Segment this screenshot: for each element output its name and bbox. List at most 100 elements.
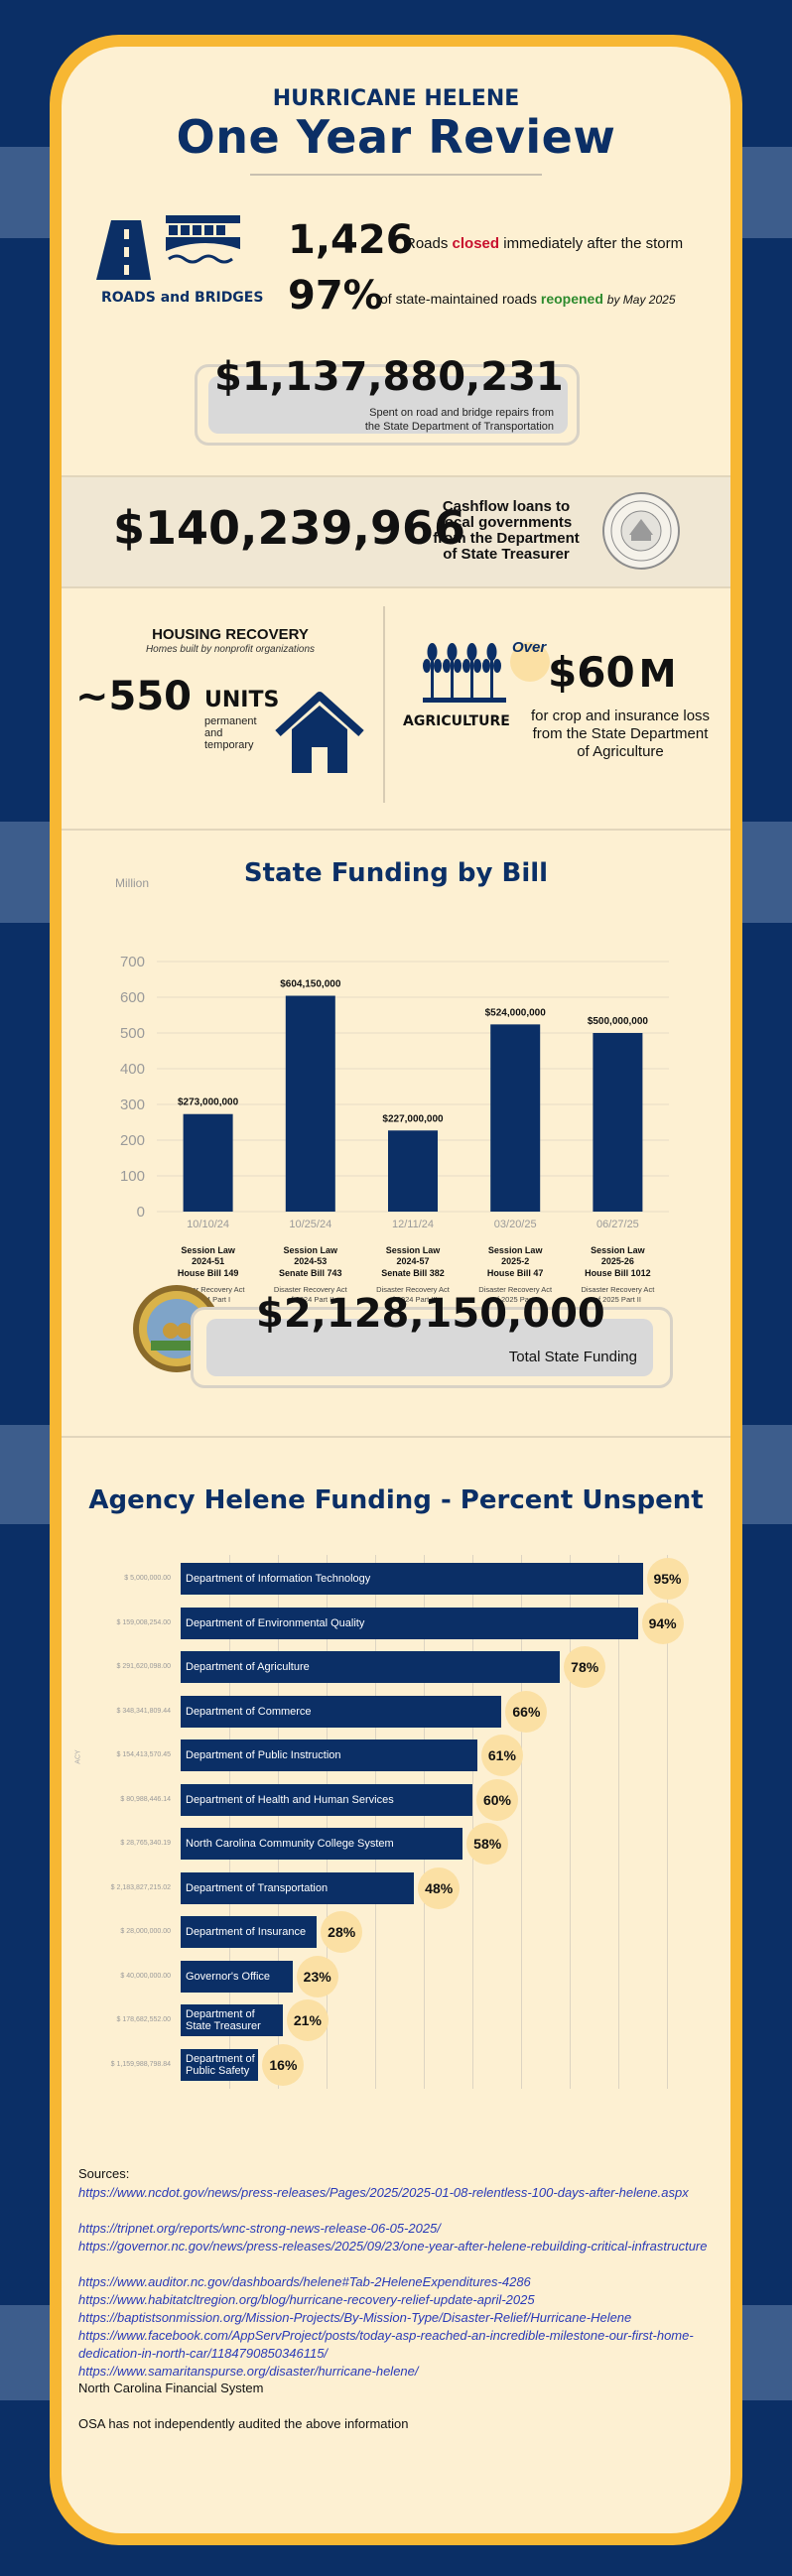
- reopened-pct: 97%: [288, 273, 383, 319]
- agency-bar: Department of Insurance: [181, 1916, 318, 1948]
- agency-bar: Department of Transportation: [181, 1871, 415, 1904]
- housing-desc: permanent and temporary: [204, 715, 257, 751]
- agency-bar: Department of Health and Human Services: [181, 1783, 472, 1816]
- bar-value-label: $273,000,000: [178, 1097, 239, 1108]
- treasurer-caption: Cashflow loans to local governments from…: [417, 499, 595, 563]
- session-law-number: 2024-53: [294, 1256, 327, 1266]
- treasurer-amount: $140,239,966: [113, 501, 466, 555]
- session-law-label: Session Law: [488, 1245, 544, 1255]
- act-label: of 2024 Part II: [287, 1295, 333, 1304]
- infographic-inner: HURRICANE HELENE One Year Review ROADS a…: [62, 47, 730, 2533]
- session-law-label: Session Law: [181, 1245, 236, 1255]
- agri-caption: for crop and insurance loss from the Sta…: [518, 708, 723, 761]
- y-tick-label: 200: [120, 1132, 145, 1149]
- percent-label: 61%: [480, 1735, 523, 1776]
- housing-units: UNITS: [204, 688, 280, 712]
- agri-amount-wrap: $60 M: [548, 648, 677, 697]
- session-law-label: Session Law: [386, 1245, 442, 1255]
- housing-title: HOUSING RECOVERY: [152, 626, 309, 643]
- bill-label: Senate Bill 382: [381, 1268, 445, 1278]
- bar: [183, 1113, 233, 1212]
- agency-amount: $ 80,988,446.14: [120, 1795, 171, 1803]
- y-tick-label: 100: [120, 1168, 145, 1185]
- agency-amount: $ 40,000,000.00: [120, 1972, 171, 1980]
- percent-label: 28%: [321, 1911, 363, 1953]
- agri-unit: M: [638, 652, 677, 696]
- state-total-label: Total State Funding: [508, 1349, 637, 1365]
- source-link[interactable]: https://governor.nc.gov/news/press-relea…: [78, 2239, 708, 2254]
- session-law-label: Session Law: [284, 1245, 339, 1255]
- session-law-number: 2025-26: [601, 1256, 634, 1266]
- section-divider: [62, 829, 730, 831]
- source-link[interactable]: https://www.ncdot.gov/news/press-release…: [78, 2185, 689, 2200]
- x-tick-label: 10/10/24: [187, 1219, 229, 1230]
- gridline: [618, 1555, 619, 2089]
- agency-unspent-chart: $ 5,000,000.00 Department of Information …: [62, 1525, 730, 2121]
- act-label: Disaster Recovery Act: [376, 1285, 451, 1294]
- gridline: [667, 1555, 668, 2089]
- bar-value-label: $524,000,000: [485, 1007, 547, 1018]
- housing-number: ~550: [75, 674, 193, 719]
- roads-spent-line1: Spent on road and bridge repairs from: [369, 407, 554, 419]
- source-link[interactable]: https://www.auditor.nc.gov/dashboards/he…: [78, 2274, 531, 2289]
- agri-line2: from the State Department: [532, 725, 709, 742]
- percent-label: 66%: [505, 1690, 548, 1733]
- bill-label: House Bill 1012: [585, 1268, 651, 1278]
- bar-value-label: $500,000,000: [588, 1016, 649, 1027]
- gridline: [570, 1555, 571, 2089]
- bar: [388, 1130, 438, 1212]
- bill-label: Senate Bill 743: [279, 1268, 342, 1278]
- session-law-number: 2025-2: [501, 1256, 529, 1266]
- over-badge: [510, 642, 550, 682]
- closed-number: 1,426: [288, 217, 414, 263]
- roads-spent-caption: Spent on road and bridge repairs from th…: [290, 406, 554, 434]
- agency-amount: $ 348,341,809.44: [116, 1707, 172, 1715]
- agency-bar: Department of Environmental Quality: [181, 1607, 638, 1639]
- section-divider: [383, 606, 385, 803]
- percent-label: 60%: [476, 1778, 518, 1821]
- treasurer-line3: from the Department: [433, 530, 580, 547]
- bill-label: House Bill 47: [487, 1268, 544, 1278]
- x-tick-label: 03/20/25: [494, 1219, 537, 1230]
- chart2-title: Agency Helene Funding - Percent Unspent: [88, 1485, 704, 1515]
- agency-bar: Department of Public Safety: [181, 2048, 259, 2081]
- percent-label: 58%: [466, 1823, 509, 1865]
- page-title: One Year Review: [176, 110, 616, 164]
- act-label: of 2024 Part III: [388, 1295, 437, 1304]
- agency-amount: $ 1,159,988,798.84: [110, 2060, 171, 2068]
- bill-label: House Bill 149: [178, 1268, 239, 1278]
- roads-label: ROADS and BRIDGES: [101, 290, 264, 306]
- x-tick-label: 10/25/24: [289, 1219, 331, 1230]
- roads-spent-amount: $1,137,880,231: [214, 354, 564, 400]
- source-link[interactable]: https://www.facebook.com/AppServProject/…: [78, 2328, 694, 2361]
- gridline: [278, 1555, 279, 2089]
- roads-bridges-icon: [91, 215, 245, 285]
- source-link[interactable]: https://www.habitatcltregion.org/blog/hu…: [78, 2292, 535, 2307]
- housing-subtitle: Homes built by nonprofit organizations: [145, 644, 316, 655]
- source-link[interactable]: https://tripnet.org/reports/wnc-strong-n…: [78, 2221, 441, 2236]
- gridline: [229, 1555, 230, 2089]
- agency-amount: $ 178,682,552.00: [116, 2016, 172, 2023]
- gridline: [521, 1555, 522, 2089]
- sources-title: Sources:: [78, 2166, 130, 2181]
- agency-bar: Department of Public Instruction: [181, 1739, 477, 1771]
- disclaimer: OSA has not independently audited the ab…: [78, 2416, 409, 2431]
- percent-label: 78%: [564, 1646, 606, 1688]
- agri-line3: of Agriculture: [577, 743, 664, 760]
- agency-bar: Department of Commerce: [181, 1695, 502, 1728]
- closed-word: closed: [452, 235, 500, 252]
- state-funding-chart: 0 100 200 300 400 500 600 700 $273,000,000 10/10/…: [120, 954, 669, 1304]
- source-link[interactable]: https://baptistsonmission.org/Mission-Pr…: [78, 2310, 632, 2325]
- percent-label: 21%: [286, 1999, 329, 2041]
- percent-label: 95%: [646, 1558, 689, 1600]
- reopened-post: by May 2025: [606, 293, 676, 307]
- roads-spent-line2: the State Department of Transportation: [364, 421, 554, 433]
- percent-label: 94%: [641, 1602, 684, 1644]
- source-link[interactable]: https://www.samaritanspurse.org/disaster…: [78, 2364, 419, 2379]
- agency-amount: $ 159,008,254.00: [116, 1618, 172, 1626]
- act-label: of 2025 Part II: [594, 1295, 641, 1304]
- treasurer-line1: Cashflow loans to: [442, 498, 571, 515]
- agri-label: AGRICULTURE: [403, 713, 510, 729]
- chart1-ylabel: Million: [115, 876, 150, 890]
- percent-label: 16%: [262, 2043, 305, 2086]
